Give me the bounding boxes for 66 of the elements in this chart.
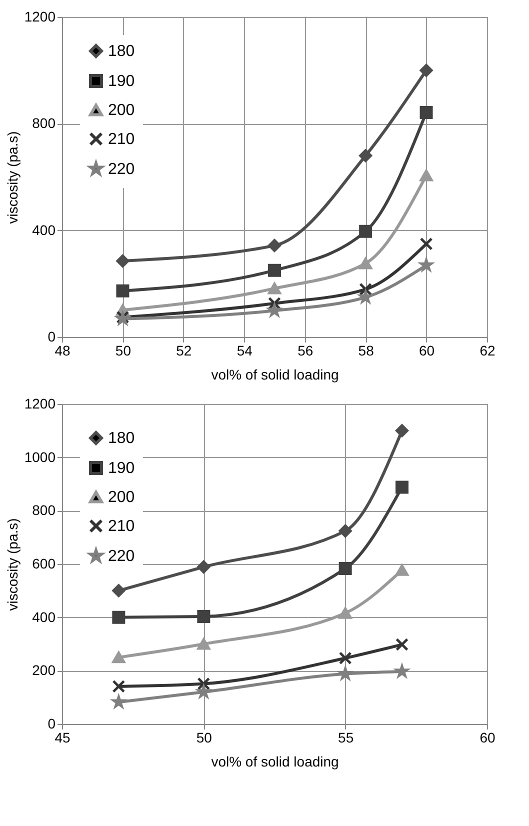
point (338, 607, 352, 619)
point (420, 237, 433, 250)
point (268, 282, 281, 294)
x-tick-label: 56 (298, 342, 314, 358)
point (420, 170, 433, 182)
y-tick-label: 1200 (24, 8, 56, 24)
point (112, 610, 126, 624)
y-tick-label: 600 (32, 556, 56, 572)
point (197, 560, 210, 574)
y-tick-label: 0 (48, 716, 56, 732)
y-tick-label: 400 (32, 222, 56, 238)
point (420, 64, 433, 77)
point (268, 239, 281, 252)
legend-label: 220 (108, 161, 135, 178)
legend-label: 200 (108, 102, 135, 119)
point (359, 282, 372, 296)
y-axis-title: viscosity (pa.s) (4, 131, 20, 224)
point (116, 254, 130, 268)
y-tick-label: 1000 (24, 448, 56, 465)
point (112, 680, 126, 693)
x-tick-label: 54 (236, 342, 253, 358)
x-tick-label: 60 (418, 342, 435, 358)
y-tick-label: 800 (32, 502, 56, 518)
legend-label: 200 (108, 489, 135, 506)
x-tick-label: 45 (54, 730, 70, 746)
point (338, 562, 352, 576)
point (396, 564, 408, 576)
x-tick-label: 62 (480, 342, 496, 358)
point (359, 224, 372, 238)
legend-label: 180 (108, 43, 135, 60)
point (359, 258, 372, 270)
y-tick-label: 800 (32, 115, 56, 132)
legend-label: 210 (108, 131, 135, 148)
x-tick-label: 50 (196, 730, 212, 746)
point (197, 610, 210, 624)
y-tick-label: 400 (32, 608, 56, 625)
point (338, 524, 352, 538)
point (396, 638, 408, 652)
y-axis-title: viscosity (pa.s) (4, 518, 20, 611)
legend-label: 220 (108, 548, 135, 565)
x-tick-label: 48 (54, 342, 70, 358)
x-tick-label: 52 (176, 342, 192, 358)
point (420, 106, 433, 119)
point (116, 284, 130, 298)
x-tick-label: 55 (338, 730, 354, 746)
point (197, 677, 210, 690)
point (396, 480, 408, 494)
legend-label: 180 (108, 430, 135, 447)
x-axis-title: vol% of solid loading (211, 366, 339, 382)
legend-label: 210 (108, 518, 135, 535)
legend-label: 190 (108, 73, 135, 90)
point (268, 264, 281, 277)
x-axis-title: vol% of solid loading (211, 754, 339, 770)
point (112, 584, 126, 598)
point (197, 638, 210, 650)
y-tick-label: 0 (48, 328, 56, 344)
point (338, 652, 352, 665)
x-tick-label: 58 (358, 342, 374, 358)
y-tick-label: 1200 (24, 396, 56, 412)
point (112, 652, 126, 664)
x-tick-label: 60 (480, 730, 496, 746)
point (396, 424, 408, 438)
x-tick-label: 50 (115, 342, 132, 358)
point (359, 149, 372, 162)
legend-label: 190 (108, 460, 135, 477)
y-tick-label: 200 (32, 662, 56, 678)
